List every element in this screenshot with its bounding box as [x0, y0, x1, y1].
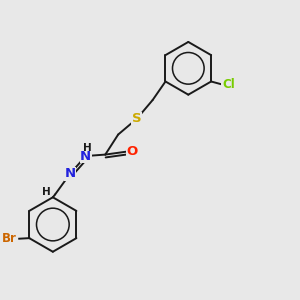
Text: Br: Br — [2, 232, 16, 245]
Text: H: H — [83, 143, 92, 153]
Text: O: O — [127, 145, 138, 158]
Text: N: N — [64, 167, 76, 180]
Text: Cl: Cl — [222, 78, 235, 91]
Text: N: N — [80, 149, 92, 163]
Text: H: H — [42, 187, 50, 196]
Text: S: S — [132, 112, 142, 125]
